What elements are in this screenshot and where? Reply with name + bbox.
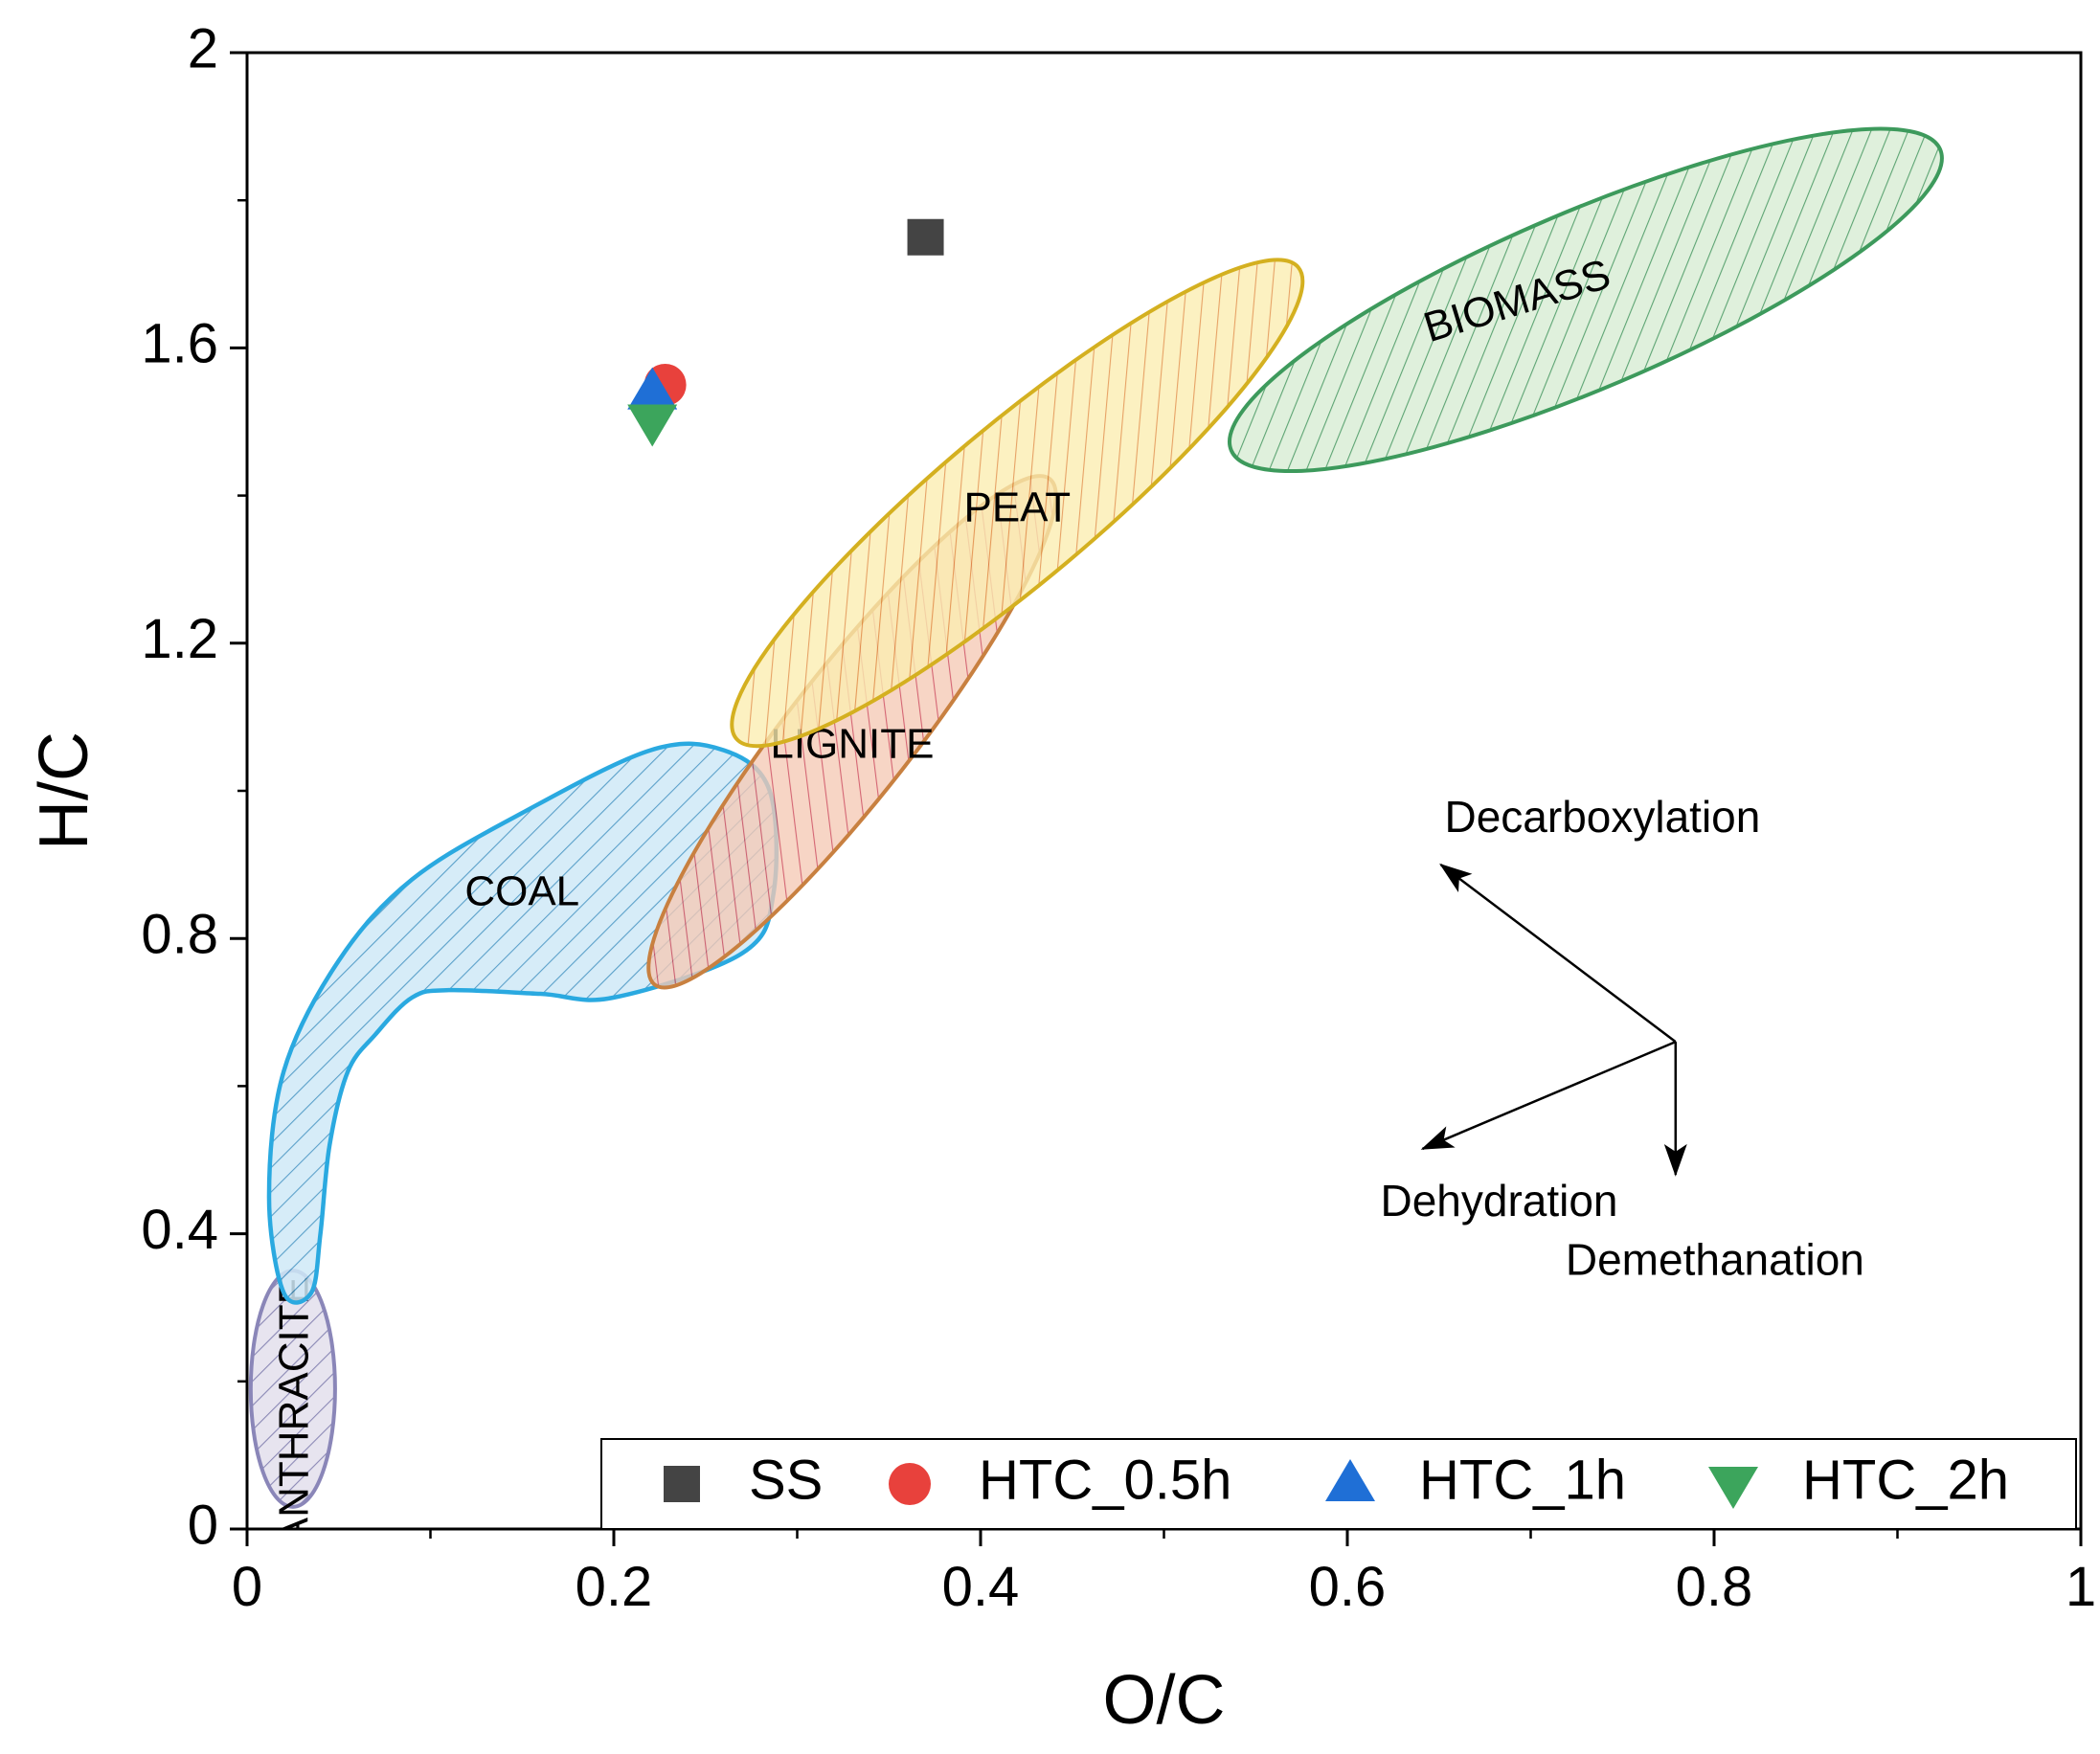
y-tick-label: 0 xyxy=(188,1494,218,1556)
legend-item-htc-1h: HTC_1h xyxy=(1325,1449,1626,1511)
data-point-htc-2h xyxy=(627,404,678,447)
legend-marker-htc-0-5h xyxy=(889,1463,931,1505)
annotation-demethanation: Demethanation xyxy=(1566,1042,1864,1285)
legend-marker-htc-1h xyxy=(1325,1459,1375,1501)
data-point-ss xyxy=(907,218,944,256)
region-label-peat: PEAT xyxy=(963,484,1071,531)
x-tick-label: 1 xyxy=(2066,1556,2096,1618)
x-tick-label: 0.8 xyxy=(1676,1556,1753,1618)
arrow-label-demethanation: Demethanation xyxy=(1566,1235,1864,1285)
legend-item-ss: SS xyxy=(664,1449,823,1511)
annotation-decarboxylation: Decarboxylation xyxy=(1439,792,1760,1044)
legend-label-htc-1h: HTC_1h xyxy=(1419,1449,1626,1511)
region-biomass-shape xyxy=(1228,126,1944,474)
axes-layer: 0 0.2 0.4 0.6 0.8 1 0 0.4 0.8 1.2 1.6 2 O/C H/C xyxy=(26,17,2096,1739)
region-label-coal: COAL xyxy=(464,868,579,915)
legend-marker-ss xyxy=(664,1466,700,1502)
y-tick-label: 1.2 xyxy=(141,608,218,670)
region-coal: COAL xyxy=(266,741,779,1305)
region-label-anthracite: ANTHRACITE xyxy=(270,1276,317,1545)
x-axis-title: O/C xyxy=(1102,1662,1225,1739)
arrow-label-decarboxylation: Decarboxylation xyxy=(1444,792,1760,842)
x-tick-label: 0.6 xyxy=(1309,1556,1387,1618)
legend-label-htc-0-5h: HTC_0.5h xyxy=(979,1449,1231,1511)
series-ss xyxy=(907,218,944,256)
region-peat: PEAT xyxy=(730,258,1305,749)
data-point-layer xyxy=(627,218,944,447)
annotation-layer: Decarboxylation Dehydration Demethanation xyxy=(1380,792,1863,1285)
series-htc-1h xyxy=(627,367,678,410)
legend-label-ss: SS xyxy=(749,1449,823,1511)
region-anthracite: ANTHRACITE xyxy=(248,1269,337,1545)
x-tick-label: 0 xyxy=(232,1556,262,1618)
y-axis-title: H/C xyxy=(26,731,102,850)
arrow-dehydration xyxy=(1420,1040,1677,1151)
annotation-dehydration: Dehydration xyxy=(1380,1040,1677,1226)
legend-label-htc-2h: HTC_2h xyxy=(1802,1449,2009,1511)
series-htc-2h xyxy=(627,404,678,447)
arrow-decarboxylation xyxy=(1439,863,1677,1044)
x-tick-label: 0.2 xyxy=(576,1556,653,1618)
y-tick-label: 1.6 xyxy=(141,313,218,375)
legend-item-htc-0-5h: HTC_0.5h xyxy=(889,1449,1231,1511)
y-tick-label: 2 xyxy=(188,17,218,79)
y-tick-label: 0.8 xyxy=(141,904,218,966)
data-point-htc-1h xyxy=(627,367,678,410)
legend: SS HTC_0.5h HTC_1h HTC_2h xyxy=(600,1438,2077,1530)
arrow-label-dehydration: Dehydration xyxy=(1380,1176,1617,1226)
region-biomass: BIOMASS xyxy=(1228,126,1944,474)
legend-marker-htc-2h xyxy=(1708,1467,1758,1509)
x-tick-label: 0.4 xyxy=(942,1556,1020,1618)
region-peat-shape xyxy=(730,258,1305,749)
y-tick-label: 0.4 xyxy=(141,1199,218,1261)
region-coal-shape xyxy=(266,741,779,1305)
legend-item-htc-2h: HTC_2h xyxy=(1708,1449,2009,1511)
